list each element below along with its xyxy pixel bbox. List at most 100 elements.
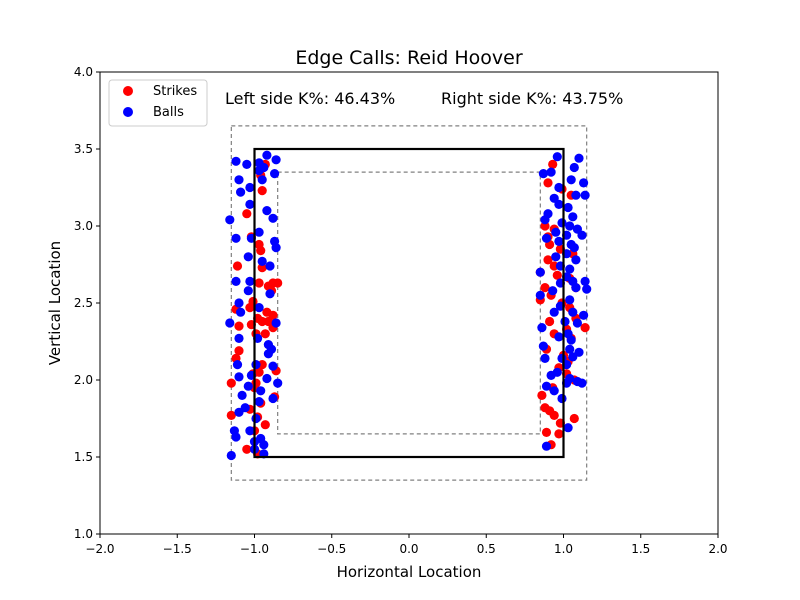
balls-point: [541, 381, 552, 391]
balls-point: [580, 276, 590, 286]
balls-point: [546, 167, 556, 177]
balls-point: [538, 341, 549, 351]
balls-point: [566, 175, 576, 185]
balls-point: [263, 349, 273, 359]
balls-point: [579, 310, 589, 320]
strikes-point: [234, 346, 244, 356]
y-tick-label: 2.5: [74, 296, 93, 310]
balls-point: [565, 221, 575, 231]
balls-point: [254, 397, 264, 407]
balls-point: [231, 233, 241, 243]
balls-point: [569, 243, 579, 253]
balls-point: [234, 175, 244, 185]
balls-point: [568, 352, 578, 362]
balls-point: [259, 440, 269, 450]
strikes-point: [537, 390, 547, 400]
x-tick-label: −1.5: [163, 542, 192, 556]
strikes-point: [260, 329, 270, 339]
balls-point: [234, 372, 244, 382]
balls-point: [574, 153, 584, 163]
balls-point: [225, 318, 235, 328]
balls-point: [265, 261, 275, 271]
strikes-point: [254, 278, 264, 288]
strikes-point: [242, 209, 252, 219]
strikes-point: [549, 410, 559, 420]
outer-edge-zone: [230, 125, 588, 481]
y-tick-label: 4.0: [74, 65, 93, 79]
balls-point: [566, 335, 576, 345]
balls-point: [549, 307, 559, 317]
balls-point: [580, 190, 590, 200]
strikes-point: [260, 420, 270, 430]
balls-point: [242, 159, 252, 169]
chart-title: Edge Calls: Reid Hoover: [295, 47, 523, 69]
strikes-point: [242, 444, 252, 454]
balls-point: [535, 267, 545, 277]
strikes-point: [234, 321, 244, 331]
balls-point: [257, 256, 267, 266]
y-axis-ticks: 1.0 1.5 2.0 2.5 3.0 3.5 4.0: [74, 65, 100, 541]
balls-point: [243, 252, 253, 262]
balls-point: [262, 206, 272, 216]
balls-point: [262, 150, 272, 160]
y-tick-label: 1.5: [74, 450, 93, 464]
balls-point: [236, 307, 246, 317]
legend-label-strikes: Strikes: [153, 84, 197, 99]
x-tick-label: 2.0: [708, 542, 727, 556]
balls-point: [568, 307, 578, 317]
balls-point: [568, 212, 578, 222]
x-axis-ticks: −2.0 −1.5 −1.0 −0.5 0.0 0.5 1.0 1.5 2.0: [85, 534, 728, 556]
balls-point: [271, 155, 281, 165]
strikes-point: [543, 255, 553, 265]
balls-point: [560, 316, 570, 327]
balls-point: [231, 156, 241, 166]
strikes-point: [232, 261, 243, 271]
balls-point: [554, 236, 564, 246]
balls-point: [254, 227, 264, 237]
strikes-point: [257, 186, 267, 196]
x-tick-label: 0.5: [477, 542, 496, 556]
strikes-point: [543, 178, 553, 188]
strikes-point: [545, 316, 555, 327]
balls-point: [571, 255, 581, 265]
balls-point: [551, 252, 561, 262]
balls-point: [251, 413, 261, 424]
balls-point: [548, 286, 558, 296]
strikes-point: [256, 246, 266, 256]
strikes-point: [245, 303, 255, 313]
balls-point: [577, 378, 587, 388]
balls-point: [572, 318, 583, 328]
balls-point: [554, 332, 564, 342]
balls-point: [273, 378, 283, 388]
balls-point: [254, 166, 264, 176]
balls-point: [551, 227, 561, 237]
balls-point: [546, 370, 556, 380]
balls-point: [243, 286, 253, 296]
balls-point: [225, 215, 235, 225]
strikes-point: [257, 316, 267, 327]
y-tick-label: 1.0: [74, 527, 93, 541]
balls-point: [565, 295, 575, 305]
y-tick-label: 2.0: [74, 373, 93, 387]
plot-area: [100, 72, 718, 534]
x-tick-label: 1.0: [554, 542, 573, 556]
balls-point: [565, 344, 575, 354]
balls-point: [231, 276, 241, 286]
balls-point: [571, 283, 581, 293]
balls-point: [251, 360, 261, 370]
points-layer: [225, 147, 592, 461]
balls-point: [565, 264, 575, 274]
balls-point: [535, 290, 545, 300]
balls-point: [234, 407, 244, 417]
balls-point: [262, 373, 272, 384]
balls-point: [271, 243, 281, 253]
balls-point: [569, 162, 579, 173]
y-tick-label: 3.5: [74, 142, 93, 156]
x-tick-label: −1.0: [240, 542, 269, 556]
balls-point: [571, 190, 581, 200]
strikes-point: [552, 270, 562, 280]
balls-point: [537, 323, 547, 333]
balls-point: [541, 233, 552, 243]
balls-point: [577, 230, 587, 240]
